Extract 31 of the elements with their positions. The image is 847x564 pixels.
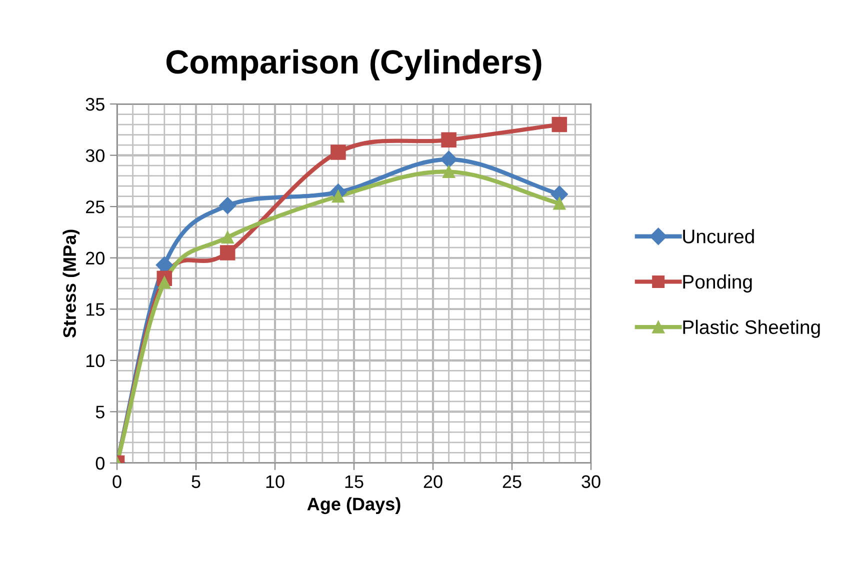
x-tick-label: 0	[112, 475, 122, 488]
x-tick-label: 15	[345, 475, 364, 488]
point	[553, 197, 566, 210]
point	[440, 150, 458, 168]
y-tick-label: 5	[96, 406, 104, 418]
y-tick-label: 20	[86, 252, 104, 265]
point	[221, 231, 234, 244]
chart-title: Comparison (Cylinders)	[166, 49, 542, 80]
point	[442, 165, 456, 178]
point	[441, 132, 456, 148]
y-tick-label: 0	[96, 456, 104, 470]
point	[330, 144, 346, 160]
point	[220, 245, 236, 260]
y-tick-label: 30	[86, 149, 104, 162]
y-tick-label: 25	[86, 200, 104, 214]
x-tick-label: 20	[424, 475, 442, 488]
y-axis-title: Stress (MPa)	[62, 230, 80, 338]
x-tick-label: 25	[502, 475, 522, 488]
y-tick-label: 35	[86, 98, 104, 111]
y-tick-label: 10	[86, 354, 104, 368]
x-tick-label: 5	[192, 475, 200, 488]
x-tick-label: 30	[582, 475, 600, 488]
point	[219, 196, 236, 214]
x-axis-title: Age (Days)	[307, 497, 400, 514]
legend-label: Uncured	[683, 229, 754, 244]
point	[158, 276, 171, 289]
legend-label: Plastic Sheeting	[683, 320, 820, 338]
x-tick-label: 10	[266, 475, 284, 488]
y-tick-label: 15	[86, 303, 104, 316]
point	[552, 116, 568, 132]
legend-label: Ponding	[683, 274, 752, 293]
